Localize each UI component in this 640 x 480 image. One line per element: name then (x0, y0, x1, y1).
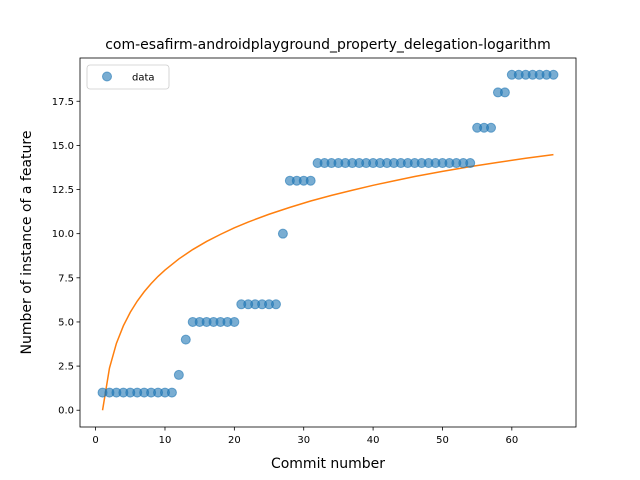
data-point (465, 158, 476, 169)
x-tick-label: 0 (92, 435, 98, 446)
y-tick-label: 0.0 (58, 406, 74, 417)
y-tick-label: 10.0 (52, 229, 74, 240)
data-point (486, 122, 497, 133)
x-tick-label: 60 (505, 435, 518, 446)
data-point (173, 369, 184, 380)
x-tick-label: 20 (228, 435, 241, 446)
x-axis-label: Commit number (271, 456, 385, 472)
data-point (270, 299, 281, 310)
x-tick-label: 40 (367, 435, 380, 446)
data-point (305, 175, 316, 186)
data-point (548, 69, 559, 80)
data-point (499, 87, 510, 98)
y-tick-label: 2.5 (58, 362, 74, 373)
x-tick-label: 10 (159, 435, 172, 446)
plot-area (97, 69, 559, 411)
data-point (229, 316, 240, 327)
chart-title: com-esafirm-androidplayground_property_d… (105, 37, 551, 53)
legend: data (86, 64, 170, 90)
x-tick-label: 30 (297, 435, 310, 446)
legend-box (86, 64, 170, 90)
y-tick-label: 12.5 (52, 185, 74, 196)
y-tick-label: 5.0 (58, 317, 74, 328)
data-point (166, 387, 177, 398)
legend-label-data: data (132, 73, 155, 84)
y-tick-label: 17.5 (52, 97, 74, 108)
axis-ticks: 0 10 20 30 40 50 60 0.0 2.5 5.0 7.5 10.0 12.5 15.0 17.… (52, 97, 518, 446)
series-line-fit (101, 153, 554, 411)
y-tick-label: 15.0 (52, 141, 74, 152)
x-tick-label: 50 (436, 435, 449, 446)
y-tick-label: 7.5 (58, 273, 74, 284)
axes-frame (79, 57, 577, 428)
data-point (180, 334, 191, 345)
y-axis-label: Number of instance of a feature (19, 131, 35, 355)
data-point (277, 228, 288, 239)
legend-marker-data (102, 71, 112, 82)
